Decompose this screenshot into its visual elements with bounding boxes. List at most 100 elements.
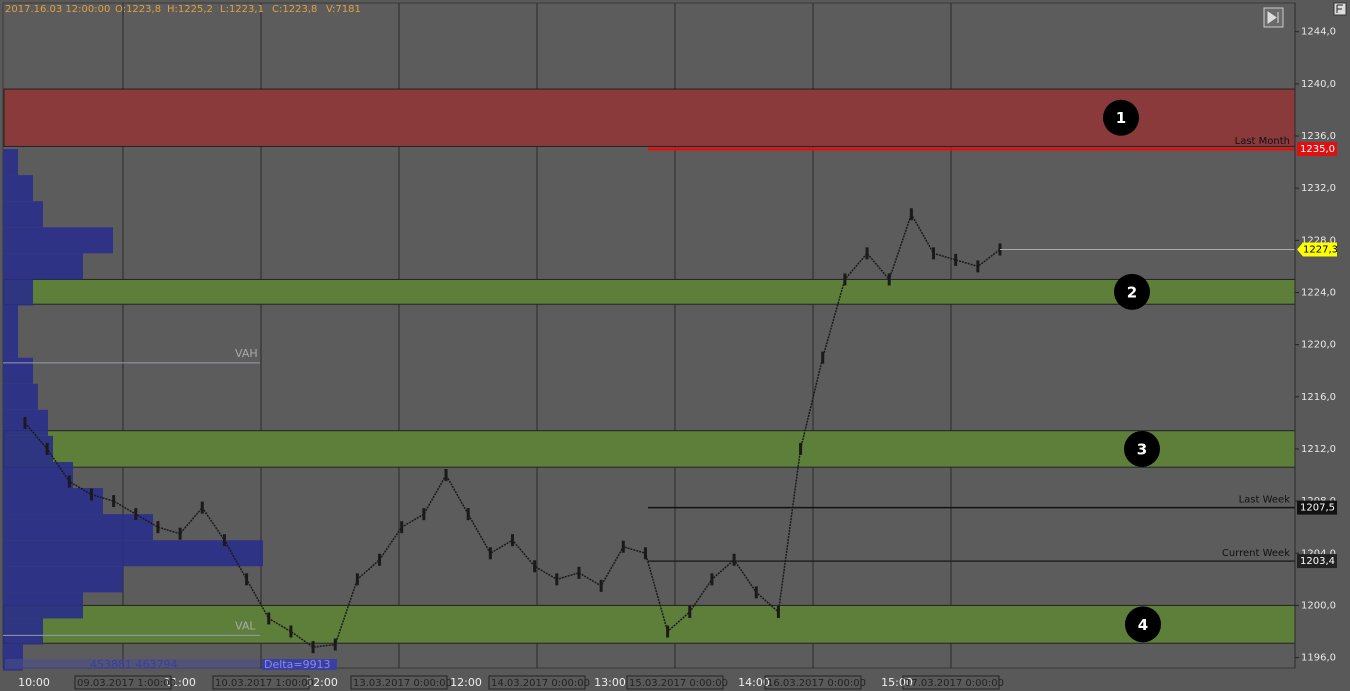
price-tick (134, 508, 138, 521)
price-tick (954, 253, 958, 266)
profile-bar (3, 331, 18, 358)
zone-badge (1103, 99, 1139, 136)
price-tick (821, 351, 825, 364)
x-tick-label: 11:00 (164, 676, 196, 689)
y-tick-label: 1232,0 (1301, 183, 1336, 194)
price-tick (378, 553, 382, 566)
price-tick (843, 273, 847, 286)
zone (3, 88, 1296, 147)
y-tick-label: 1200,0 (1301, 600, 1336, 611)
price-tick (599, 579, 603, 592)
y-tick-label: 1196,0 (1301, 653, 1336, 664)
price-tick (444, 469, 448, 482)
profile-bar (3, 357, 33, 384)
price-tick (976, 260, 980, 273)
y-tick-label: 1228,0 (1301, 235, 1336, 246)
price-tick (754, 586, 758, 599)
price-tick (932, 247, 936, 260)
profile-bar (3, 618, 43, 645)
header-datetime: 2017.16.03 12:00:00 (5, 4, 110, 15)
price-tick (156, 521, 160, 534)
delta-box (262, 659, 337, 670)
price-tick (67, 475, 71, 488)
price-tick (887, 273, 891, 286)
level-tag-label: 1235,0 (1300, 144, 1335, 155)
price-tick (621, 540, 625, 553)
profile-bar (3, 201, 43, 228)
price-tick (488, 547, 492, 560)
profile-bar (3, 175, 33, 202)
y-tick-label: 1240,0 (1301, 79, 1336, 90)
price-tick (511, 534, 514, 547)
delta-text: Delta=9913 (264, 658, 331, 671)
profile-bar (3, 227, 113, 254)
price-tick (23, 416, 27, 429)
volume-box (5, 659, 260, 669)
zone (3, 278, 1296, 305)
session-label: 15.03.2017 0:00:00 (629, 678, 728, 689)
header-close: C:1223,8 (272, 4, 317, 15)
level-tag-label: 1207,5 (1300, 503, 1335, 514)
x-tick-label: 14:00 (738, 676, 770, 689)
value-area-label: VAH (235, 347, 258, 360)
x-tick-label: 10:00 (18, 676, 50, 689)
session-box (626, 675, 724, 690)
profile-bar (3, 540, 263, 567)
price-tick (710, 573, 714, 586)
profile-bar (3, 305, 18, 332)
profile-bar (3, 253, 83, 280)
y-tick-label: 1236,0 (1301, 131, 1336, 142)
profile-bar (3, 514, 153, 541)
x-tick-label: 13:00 (594, 676, 626, 689)
header-open: O:1223,8 (115, 4, 161, 15)
price-tick (178, 527, 182, 540)
zone (3, 604, 1296, 644)
volume-text: 453881 463794 (90, 658, 177, 671)
price-tick (799, 442, 803, 455)
y-tick-label: 1216,0 (1301, 392, 1336, 403)
session-label: 09.03.2017 1:00:00 (77, 678, 176, 689)
level-tag-label: 1203,4 (1300, 556, 1335, 567)
price-tick (200, 501, 204, 514)
price-tick (577, 566, 581, 579)
price-tick (533, 560, 537, 573)
level-name: Current Week (1222, 548, 1290, 559)
zone-number: 3 (1137, 440, 1147, 458)
price-tick (45, 442, 49, 455)
session-box (212, 675, 310, 690)
y-tick-label: 1204,0 (1301, 548, 1336, 559)
profile-bar (3, 592, 83, 619)
price-tick (422, 508, 426, 521)
price-tick (400, 521, 404, 534)
level-tag (1297, 554, 1337, 569)
price-tick (555, 573, 559, 586)
x-tick-label: 15:00 (881, 676, 913, 689)
price-tick (289, 625, 293, 638)
profile-bar (3, 383, 38, 410)
price-tick (112, 495, 116, 508)
y-tick-label: 1212,0 (1301, 444, 1336, 455)
price-tick (776, 605, 780, 618)
chart-layer: 2017.16.03 12:00:00 O:1223,8 H:1225,2 L:122… (3, 4, 1338, 690)
profile-bar (3, 461, 73, 489)
header-high: H:1225,2 (167, 4, 213, 15)
session-box (902, 675, 1000, 690)
session-box (74, 675, 172, 690)
y-tick-label: 1220,0 (1301, 340, 1336, 351)
profile-bar (3, 279, 33, 306)
profile-bar (3, 149, 18, 176)
level-name: Last Week (1239, 495, 1291, 506)
zone-badge (1124, 430, 1160, 467)
session-label: 16.03.2017 0:00:00 (767, 678, 866, 689)
y-tick-label: 1224,0 (1301, 287, 1336, 298)
price-tick (89, 488, 93, 501)
zone-badge (1114, 273, 1150, 310)
level-tag (1297, 142, 1337, 157)
x-tick-label: 12:00 (450, 676, 482, 689)
f-icon (1336, 4, 1343, 13)
price-tick (333, 638, 337, 651)
price-tick (267, 612, 271, 625)
price-tick (643, 547, 647, 560)
header-volume: V:7181 (326, 4, 361, 15)
